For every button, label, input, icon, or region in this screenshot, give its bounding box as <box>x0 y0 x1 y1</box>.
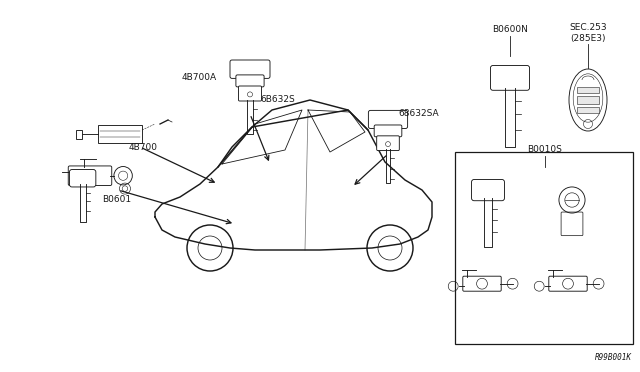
Text: (285E3): (285E3) <box>570 33 605 42</box>
FancyBboxPatch shape <box>68 166 112 186</box>
FancyBboxPatch shape <box>230 60 270 78</box>
Bar <box>577 107 599 113</box>
Text: B0601: B0601 <box>102 196 131 205</box>
FancyBboxPatch shape <box>70 170 96 187</box>
Text: 6B632S: 6B632S <box>260 96 295 105</box>
FancyBboxPatch shape <box>472 180 504 201</box>
Text: SEC.253: SEC.253 <box>569 22 607 32</box>
Bar <box>76 129 81 138</box>
Text: B0010S: B0010S <box>527 145 563 154</box>
FancyBboxPatch shape <box>549 276 588 291</box>
FancyBboxPatch shape <box>236 75 264 87</box>
FancyBboxPatch shape <box>369 110 408 128</box>
FancyBboxPatch shape <box>561 212 583 235</box>
Bar <box>98 125 142 143</box>
FancyBboxPatch shape <box>463 276 501 291</box>
FancyBboxPatch shape <box>377 136 399 151</box>
Text: R99B001K: R99B001K <box>595 353 632 362</box>
Bar <box>577 87 599 93</box>
Text: 4B700: 4B700 <box>129 144 158 153</box>
FancyBboxPatch shape <box>239 86 262 101</box>
Text: 4B700A: 4B700A <box>182 73 217 81</box>
Text: B0600N: B0600N <box>492 26 528 35</box>
Bar <box>455 152 633 344</box>
FancyBboxPatch shape <box>490 65 529 90</box>
Bar <box>577 96 599 104</box>
Text: 68632SA: 68632SA <box>398 109 438 119</box>
FancyBboxPatch shape <box>374 125 402 137</box>
